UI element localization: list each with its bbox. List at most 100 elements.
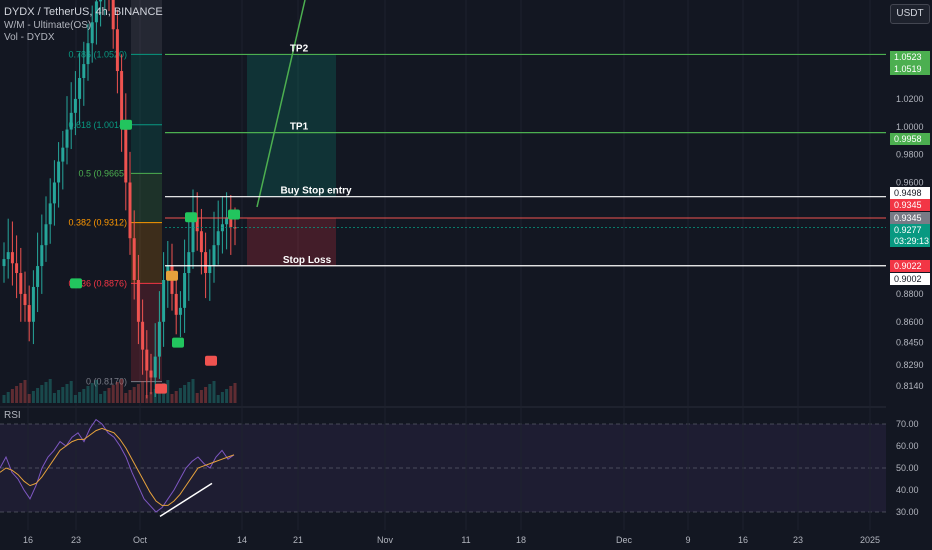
- volume-bar: [136, 384, 140, 403]
- fib-zone: [131, 222, 162, 284]
- volume-bar: [82, 389, 86, 403]
- candle-body: [225, 217, 229, 225]
- rsi-tick-label: 70.00: [896, 419, 919, 429]
- candle-body: [40, 245, 44, 267]
- volume-label[interactable]: Vol - DYDX: [4, 32, 55, 43]
- candle-body: [99, 0, 103, 2]
- candle-body: [212, 245, 216, 267]
- trade-level-label: TP1: [290, 122, 309, 133]
- price-tag: [890, 212, 930, 224]
- fib-zone: [131, 173, 162, 223]
- candle-body: [52, 182, 56, 204]
- price-tag: [890, 224, 930, 236]
- price-tag-label: 0.9498: [894, 188, 922, 198]
- x-tick-label: 21: [293, 535, 303, 545]
- candle-body: [82, 64, 86, 79]
- x-tick-label: 16: [738, 535, 748, 545]
- price-tag-label: 0.9345: [894, 200, 922, 210]
- price-tag: [890, 273, 930, 285]
- price-tag: [890, 63, 930, 75]
- volume-bar: [157, 386, 161, 403]
- stop-loss-zone: [247, 218, 336, 266]
- volume-bar: [107, 388, 111, 403]
- candle-body: [15, 263, 19, 274]
- rsi-line: [0, 418, 235, 513]
- candle-body: [61, 147, 65, 162]
- candle-body: [44, 224, 48, 246]
- symbol-title[interactable]: DYDX / TetherUS, 4h, BINANCE: [4, 6, 163, 18]
- rsi-label[interactable]: RSI: [4, 410, 21, 421]
- candle-body: [23, 293, 27, 306]
- volume-bar: [10, 389, 14, 403]
- price-tag-label: 03:29:13: [894, 236, 929, 246]
- volume-bar: [191, 379, 195, 403]
- volume-bar: [141, 381, 145, 403]
- price-tag: [890, 199, 930, 211]
- candle-body: [111, 0, 115, 30]
- volume-bar: [57, 390, 61, 403]
- volume-bar: [187, 382, 191, 403]
- candle-body: [157, 321, 161, 357]
- volume-bar: [145, 395, 149, 403]
- candle-body: [145, 349, 149, 371]
- volume-bar: [99, 394, 103, 403]
- candle-body: [115, 29, 119, 72]
- candle-body: [73, 98, 77, 113]
- y-tick-label: 0.8450: [896, 338, 924, 348]
- candle-body: [141, 321, 145, 350]
- candle-body: [216, 231, 220, 246]
- indicator-label[interactable]: W/M - Ultimate(OS): [4, 20, 92, 31]
- price-tag: [890, 235, 930, 247]
- price-tag-label: 0.9277: [894, 225, 922, 235]
- rsi-tick-label: 40.00: [896, 485, 919, 495]
- trade-level-label: Buy Stop entry: [280, 186, 352, 197]
- volume-bar: [174, 391, 178, 403]
- candle-body: [6, 252, 10, 260]
- y-tick-label: 0.8140: [896, 381, 924, 391]
- candle-body: [195, 217, 199, 232]
- volume-bar: [31, 391, 35, 403]
- signal-marker: [205, 355, 217, 366]
- x-tick-label: 14: [237, 535, 247, 545]
- fib-level-label: 0 (0.8170): [86, 377, 127, 387]
- signal-marker: [70, 278, 82, 289]
- volume-bar: [132, 387, 136, 403]
- volume-bar: [94, 380, 98, 403]
- candle-body: [132, 238, 136, 280]
- volume-bar: [90, 383, 94, 403]
- volume-bar: [124, 393, 128, 403]
- x-tick-label: 23: [71, 535, 81, 545]
- volume-bar: [61, 387, 65, 403]
- volume-bar: [183, 385, 187, 403]
- x-tick-label: Oct: [133, 535, 148, 545]
- volume-bar: [178, 388, 182, 403]
- price-tag-label: 0.9958: [894, 134, 922, 144]
- volume-bar: [120, 379, 124, 403]
- x-tick-label: 9: [685, 535, 690, 545]
- candle-body: [136, 279, 140, 322]
- volume-bar: [65, 384, 69, 403]
- volume-bar: [233, 383, 237, 403]
- candle-body: [229, 217, 233, 228]
- currency-button[interactable]: USDT: [890, 4, 930, 24]
- price-tag-label: 0.9002: [894, 274, 922, 284]
- candle-body: [10, 252, 14, 264]
- candle-body: [183, 273, 187, 308]
- volume-bar: [212, 381, 216, 403]
- fib-zone: [131, 0, 162, 55]
- candle-body: [57, 161, 61, 183]
- fib-level-label: 0.382 (0.9312): [68, 218, 127, 228]
- volume-bar: [86, 386, 90, 403]
- candle-body: [204, 252, 208, 274]
- rsi-tick-label: 60.00: [896, 441, 919, 451]
- volume-bar: [73, 395, 77, 403]
- price-tag: [890, 187, 930, 199]
- fib-level-label: 0.236 (0.8876): [68, 278, 127, 288]
- price-tag-label: 0.9022: [894, 261, 922, 271]
- volume-bar: [15, 386, 19, 403]
- price-tag-label: 1.0523: [894, 52, 922, 62]
- trade-level-label: TP2: [290, 43, 309, 54]
- x-tick-label: 18: [516, 535, 526, 545]
- y-tick-label: 0.9600: [896, 177, 924, 187]
